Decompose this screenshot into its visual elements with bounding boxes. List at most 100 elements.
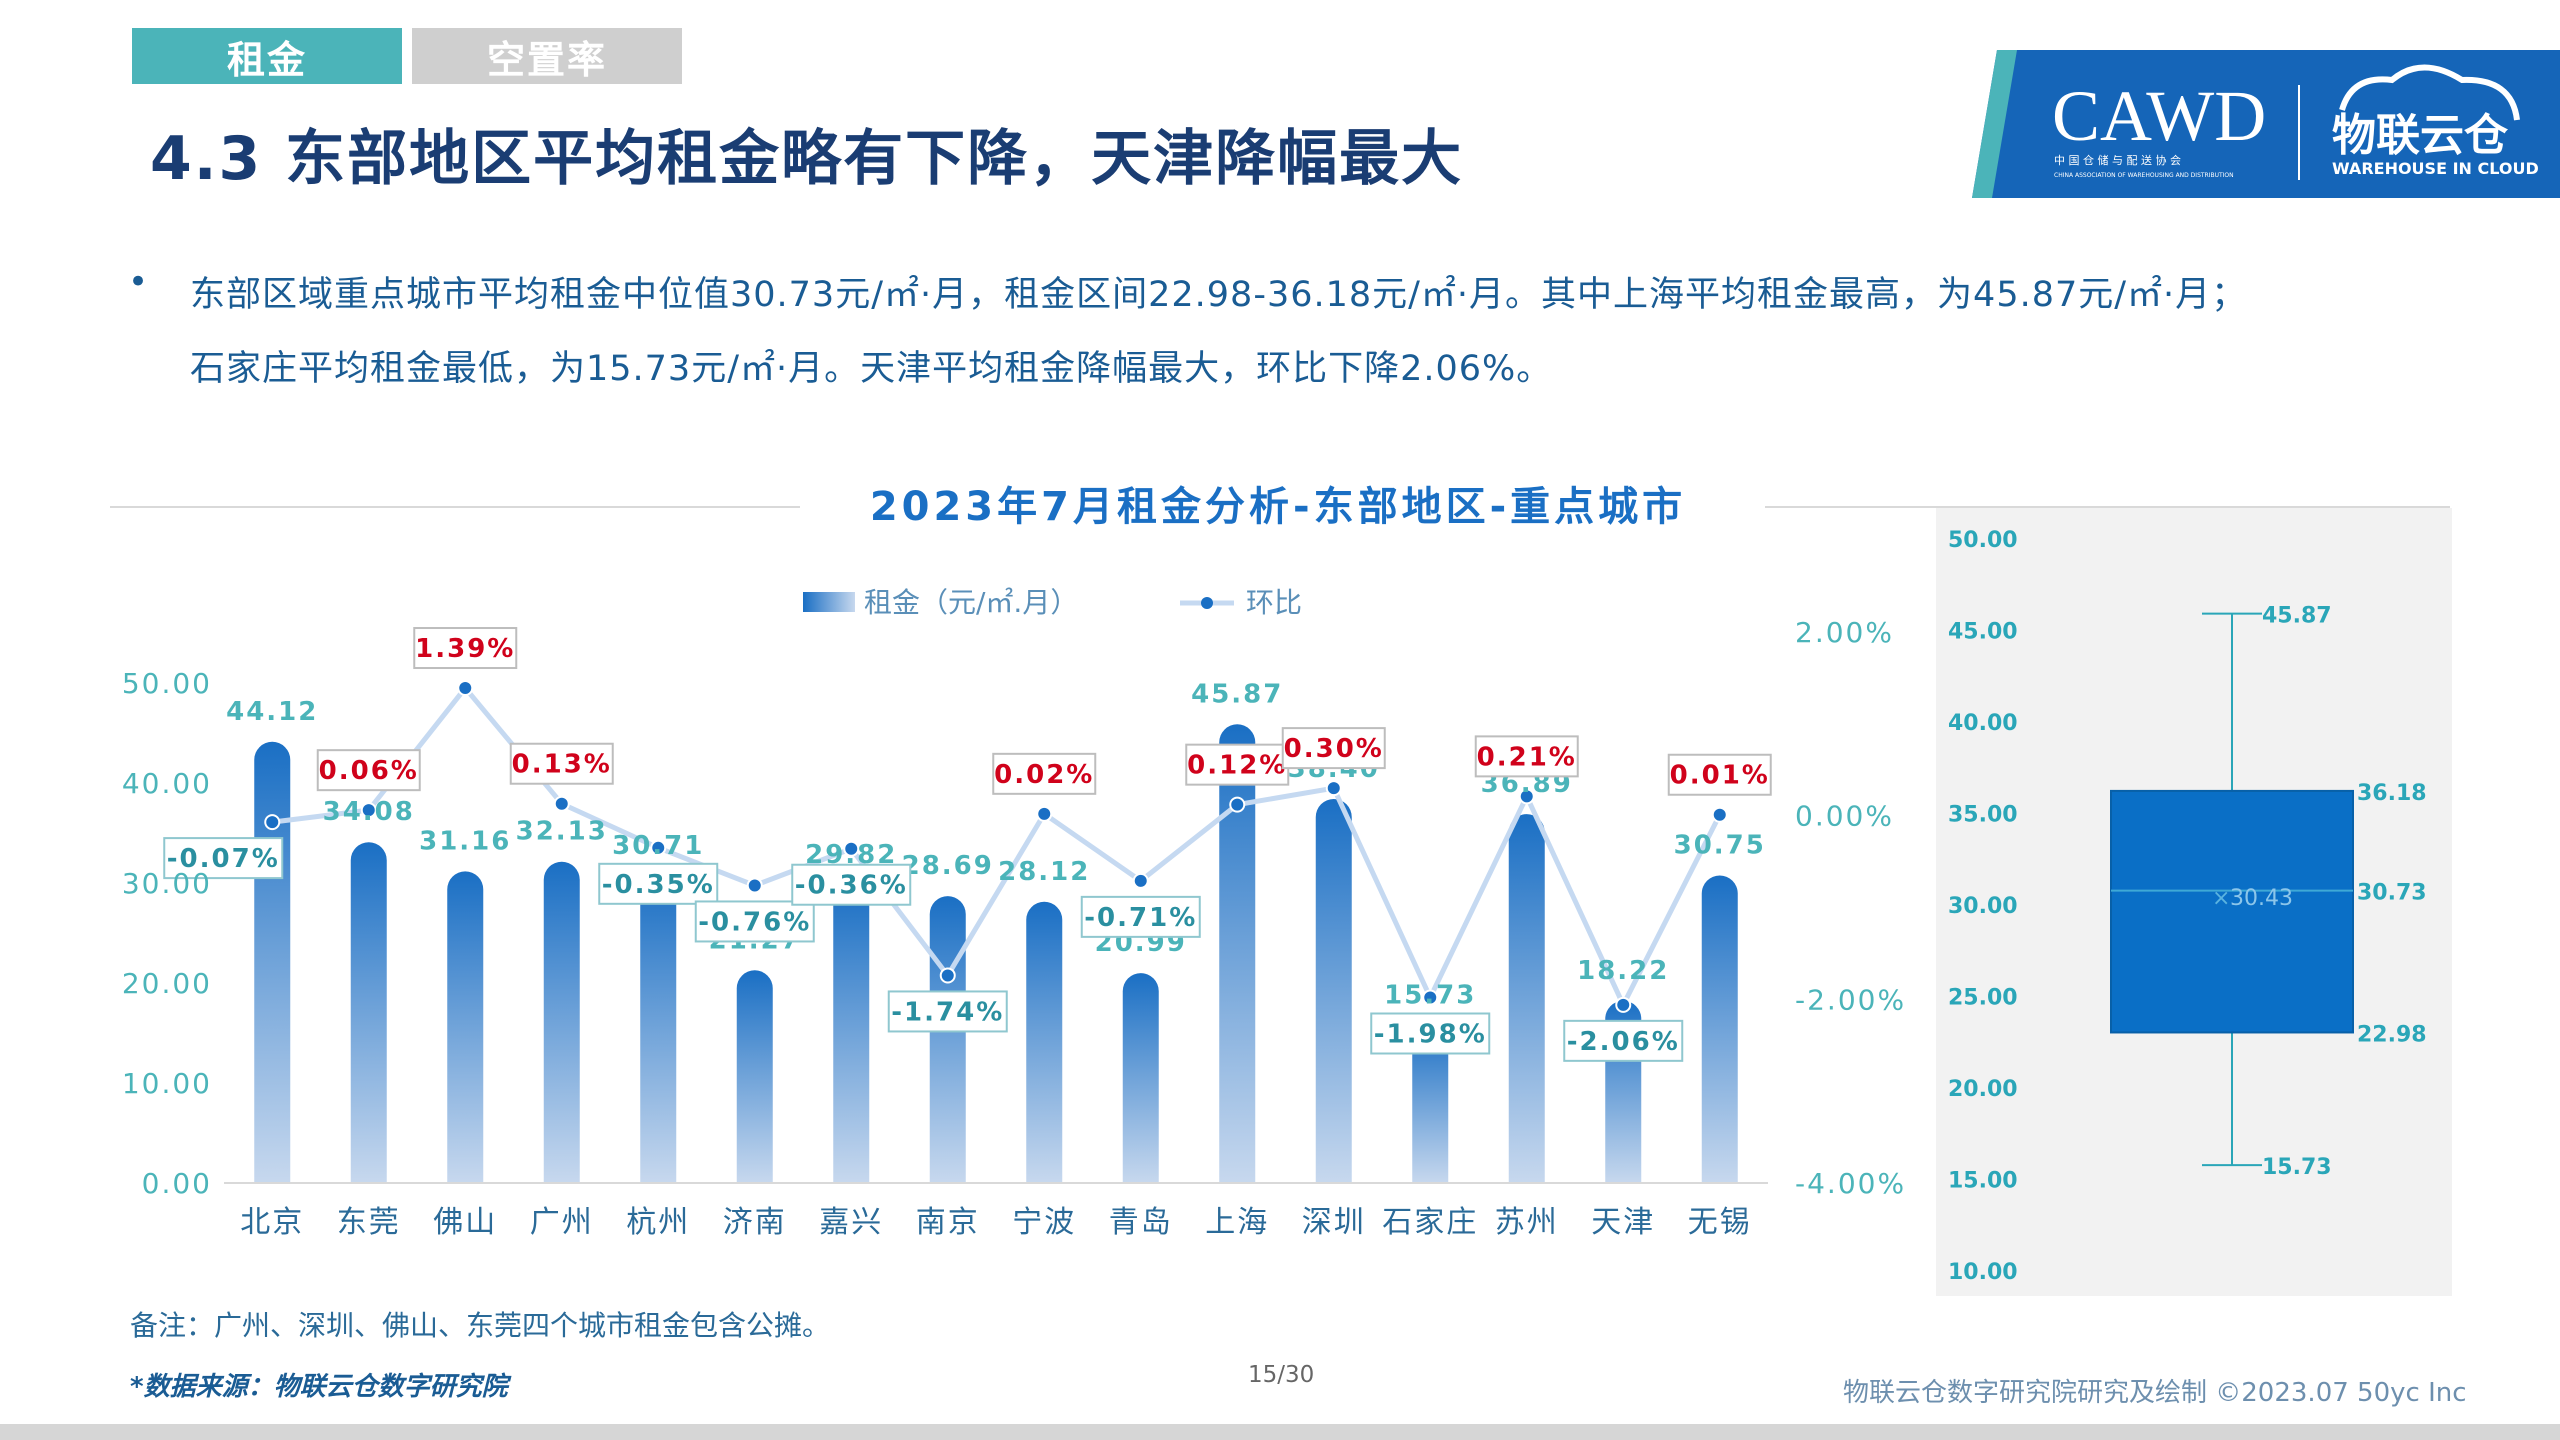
mom-point (1036, 805, 1053, 822)
bullet-marker: • (128, 262, 149, 302)
box-median-label: 30.73 (2357, 881, 2427, 906)
mom-label-box (992, 752, 1097, 795)
x-tick-label: 上海 (1205, 1205, 1269, 1240)
legend-bar-swatch (803, 592, 855, 612)
mom-value-label: -0.36% (795, 871, 908, 901)
summary-paragraph: 东部区域重点城市平均租金中位值30.73元/㎡·月，租金区间22.98-36.1… (190, 258, 2490, 406)
y-left-tick-label: 30.00 (122, 867, 212, 900)
logo-sub-en: CHINA ASSOCIATION OF WAREHOUSING AND DIS… (2054, 172, 2234, 179)
data-source: *数据来源：物联云仓数字研究院 (130, 1372, 508, 1402)
legend-line-label: 环比 (1246, 586, 1302, 619)
legend-bar-label: 租金（元/㎡.月） (864, 586, 1078, 619)
logo-brand: CAWD (2052, 76, 2266, 156)
bar-value-label: 44.12 (226, 697, 318, 727)
page-title: 4.3 东部地区平均租金略有下降，天津降幅最大 (150, 124, 1464, 194)
legend-line-marker (1201, 597, 1213, 609)
mom-label-box (1281, 727, 1386, 770)
bar-value-label: 32.13 (516, 817, 608, 847)
y-right-tick-label: -2.00% (1795, 983, 1906, 1016)
bar (1026, 901, 1063, 1183)
x-tick-label: 天津 (1591, 1205, 1655, 1240)
y-right-tick-label: -4.00% (1795, 1167, 1906, 1200)
bar (254, 741, 291, 1183)
tab-vacancy-rate[interactable]: 空置率 (412, 28, 682, 84)
mom-label-box (316, 749, 421, 792)
mom-value-label: 0.12% (1187, 751, 1287, 781)
summary-line-1: 东部区域重点城市平均租金中位值30.73元/㎡·月，租金区间22.98-36.1… (190, 275, 2248, 315)
mom-value-label: -0.76% (698, 907, 811, 937)
box-min-label: 15.73 (2262, 1155, 2332, 1180)
mom-value-label: 0.02% (994, 760, 1094, 790)
box-y-tick-label: 45.00 (1948, 620, 2018, 645)
x-tick-label: 佛山 (433, 1205, 497, 1240)
x-tick-label: 南京 (916, 1205, 980, 1240)
mom-point (1422, 989, 1439, 1006)
mom-value-label: -0.71% (1084, 903, 1197, 933)
mom-label-box (413, 627, 518, 670)
box-y-tick-label: 40.00 (1948, 711, 2018, 736)
box-q1-label: 22.98 (2357, 1022, 2427, 1047)
mom-label-box (598, 862, 719, 905)
box-body (2110, 789, 2354, 1034)
chart-title: 2023年7月租金分析-东部地区-重点城市 (870, 484, 1686, 530)
bar-value-label: 45.87 (1191, 679, 1283, 709)
box-mean-marker: × (2212, 886, 2230, 911)
mom-label-box (1474, 735, 1579, 778)
mom-label-box (1370, 1012, 1491, 1055)
tab-rent[interactable]: 租金 (132, 28, 402, 84)
box-y-tick-label: 25.00 (1948, 986, 2018, 1011)
mom-value-label: 0.21% (1477, 742, 1577, 772)
bar (833, 884, 870, 1183)
x-tick-label: 石家庄 (1382, 1205, 1478, 1240)
y-right-tick-label: 0.00% (1795, 800, 1894, 833)
bar (543, 861, 580, 1183)
mom-point (1229, 796, 1246, 813)
mom-label-box (791, 863, 912, 906)
mom-value-label: 1.39% (415, 634, 515, 664)
bar-value-label: 28.69 (902, 851, 994, 881)
bar-value-label: 30.75 (1674, 831, 1766, 861)
cawd-logo: CAWD 中 国 仓 储 与 配 送 协 会 CHINA ASSOCIATION… (1972, 50, 2560, 198)
x-tick-label: 宁波 (1012, 1205, 1076, 1240)
mom-point (1711, 806, 1728, 823)
x-tick-label: 深圳 (1302, 1205, 1366, 1240)
x-tick-label: 北京 (240, 1205, 304, 1240)
x-tick-label: 苏州 (1495, 1205, 1559, 1240)
mom-value-label: -1.74% (891, 997, 1004, 1027)
mom-label-box (1667, 753, 1772, 796)
mom-label-box (1563, 1019, 1684, 1062)
x-tick-label: 无锡 (1688, 1205, 1752, 1240)
mom-point (650, 839, 667, 856)
x-tick-label: 东莞 (337, 1205, 401, 1240)
mom-point (1325, 780, 1342, 797)
box-y-tick-label: 30.00 (1948, 894, 2018, 919)
mom-value-label: 0.30% (1284, 734, 1384, 764)
box-y-tick-label: 35.00 (1948, 803, 2018, 828)
bar (1122, 973, 1159, 1183)
y-left-tick-label: 0.00 (142, 1167, 212, 1200)
y-left-tick-label: 40.00 (122, 767, 212, 800)
box-y-tick-label: 20.00 (1948, 1077, 2018, 1102)
mom-point (843, 840, 860, 857)
bar (929, 896, 966, 1183)
logo-partner-cn: 物联云仓 (2332, 110, 2509, 161)
mom-point (457, 680, 474, 697)
mom-value-label: -1.98% (1374, 1019, 1487, 1049)
mom-point (553, 795, 570, 812)
mom-label-box (163, 837, 284, 880)
x-tick-label: 青岛 (1109, 1205, 1173, 1240)
mom-point (264, 814, 281, 831)
mom-point (1615, 996, 1632, 1013)
mom-point (1132, 872, 1149, 889)
x-tick-label: 杭州 (626, 1205, 690, 1240)
bar-value-label: 15.73 (1384, 981, 1476, 1011)
bar (736, 970, 773, 1183)
bar (1219, 724, 1256, 1183)
bar-value-label: 28.12 (998, 857, 1090, 887)
mom-value-label: -2.06% (1567, 1027, 1680, 1057)
mom-point (746, 877, 763, 894)
mom-value-label: 0.13% (512, 750, 612, 780)
logo-partner-en: WAREHOUSE IN CLOUD (2332, 159, 2539, 178)
mom-value-label: -0.35% (602, 870, 715, 900)
y-right-tick-label: 2.00% (1795, 616, 1894, 649)
